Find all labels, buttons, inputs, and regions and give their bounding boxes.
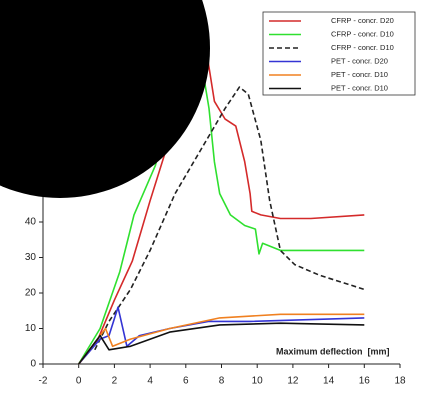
y-tick-label: 20 xyxy=(25,288,37,299)
series-line xyxy=(78,313,365,365)
y-tick-label: 0 xyxy=(30,359,36,370)
x-tick-label: 0 xyxy=(76,376,82,387)
series-line xyxy=(78,322,365,365)
x-tick-label: 16 xyxy=(359,376,371,387)
series-line xyxy=(94,86,365,351)
axis-label: Maximum deflection [mm] xyxy=(276,346,390,356)
occluder xyxy=(0,0,210,198)
series-line xyxy=(78,306,365,365)
x-tick-label: 6 xyxy=(183,376,189,387)
x-tick-label: 14 xyxy=(323,376,335,387)
legend-label: PET - concr. D20 xyxy=(331,56,388,65)
x-tick-label: 8 xyxy=(219,376,225,387)
x-tick-label: 4 xyxy=(147,376,153,387)
y-tick-label: 40 xyxy=(25,217,37,228)
legend-label: CFRP - concr. D10 xyxy=(331,43,394,52)
legend-label: CFRP - concr. D10 xyxy=(331,29,394,38)
series-line xyxy=(78,43,365,365)
legend-label: CFRP - concr. D20 xyxy=(331,16,394,25)
x-tick-label: 10 xyxy=(252,376,264,387)
x-tick-label: -2 xyxy=(39,376,48,387)
x-tick-label: 18 xyxy=(394,376,406,387)
series-line xyxy=(78,75,365,365)
y-tick-label: 10 xyxy=(25,323,37,334)
x-tick-label: 2 xyxy=(112,376,118,387)
legend-label: PET - concr. D10 xyxy=(331,70,388,79)
legend-label: PET - concr. D10 xyxy=(331,83,388,92)
legend-box xyxy=(262,11,416,96)
y-tick-label: 30 xyxy=(25,252,37,263)
x-tick-label: 12 xyxy=(287,376,299,387)
